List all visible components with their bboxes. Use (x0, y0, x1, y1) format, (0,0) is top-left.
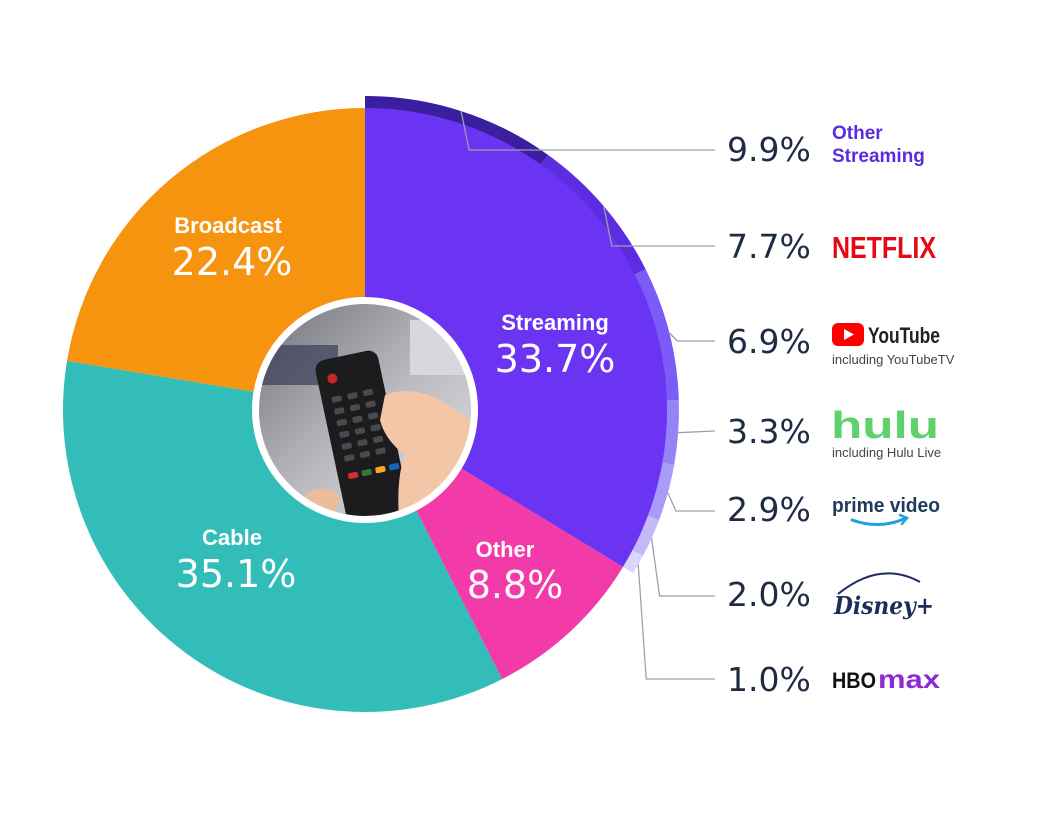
disney-logo: Disney+ (833, 591, 934, 620)
other-value: 8.8% (467, 563, 564, 607)
hbo-logo: HBO (832, 668, 876, 693)
other-streaming-line1: Other (832, 123, 883, 144)
leader-line-prime-video (667, 492, 715, 512)
other-streaming-pct: 9.9% (727, 130, 811, 169)
leader-line-hbo-max (637, 564, 715, 680)
youtube-pct: 6.9% (727, 322, 811, 361)
leader-line-netflix (603, 205, 715, 247)
leader-line-hulu (678, 430, 716, 434)
youtube-sub: including YouTubeTV (832, 352, 955, 367)
youtube-play-icon (832, 323, 864, 346)
leader-line-youtube (668, 332, 715, 342)
hbomax-pct: 1.0% (727, 660, 811, 699)
netflix-pct: 7.7% (727, 227, 811, 266)
prime-pct: 2.9% (727, 490, 811, 529)
ring-segment-hbo-max (621, 549, 643, 574)
cable-label: Cable (202, 525, 262, 550)
streaming-label: Streaming (501, 310, 609, 335)
max-logo: max (878, 664, 941, 694)
streaming-value: 33.7% (495, 337, 616, 381)
prime-video-logo: prime video (832, 495, 940, 517)
amazon-smile-icon (850, 516, 908, 526)
tv-remote-photo (258, 303, 472, 517)
broadcast-value: 22.4% (172, 240, 293, 284)
hulu-pct: 3.3% (727, 412, 811, 451)
youtube-logo: YouTube (868, 323, 940, 348)
disney-arc-icon (837, 572, 921, 595)
leader-lines (460, 110, 716, 680)
netflix-logo: NETFLIX (832, 230, 936, 265)
leader-line-other-streaming (460, 110, 715, 151)
ring-segment-disney- (630, 515, 660, 557)
other-streaming-line2: Streaming (832, 146, 925, 167)
other-label: Other (476, 537, 535, 562)
amazon-smile-arrow-icon (898, 513, 910, 526)
broadcast-label: Broadcast (174, 213, 282, 238)
ring-segment-prime-video (645, 462, 675, 521)
center-image (252, 297, 478, 523)
disney-pct: 2.0% (727, 575, 811, 614)
hulu-sub: including Hulu Live (832, 445, 941, 460)
segment-cable (62, 360, 503, 713)
cable-value: 35.1% (176, 552, 297, 596)
leader-line-disney- (650, 538, 715, 597)
main-labels: Streaming 33.7% Other 8.8% Cable 35.1% B… (172, 213, 616, 607)
hulu-logo: hulu (831, 405, 939, 447)
streaming-legend: 9.9% Other Streaming 7.7% NETFLIX 6.9% Y… (727, 123, 955, 699)
